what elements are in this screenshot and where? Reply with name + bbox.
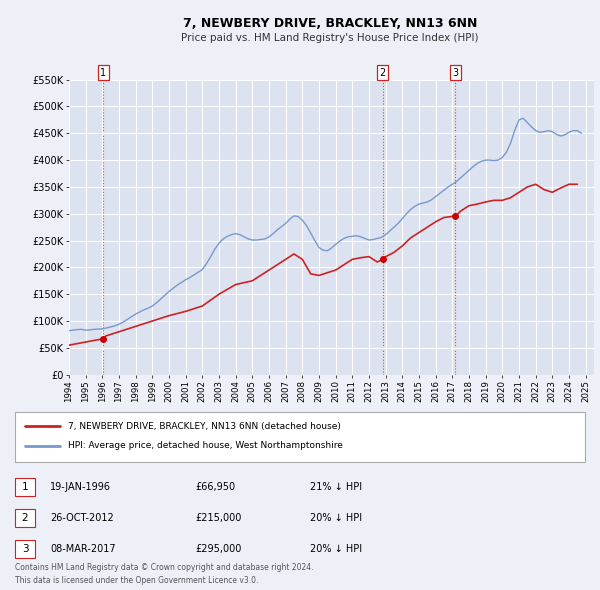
Bar [15,509,35,527]
Bar [15,478,35,496]
Text: HPI: Average price, detached house, West Northamptonshire: HPI: Average price, detached house, West… [68,441,343,450]
Text: 7, NEWBERY DRIVE, BRACKLEY, NN13 6NN: 7, NEWBERY DRIVE, BRACKLEY, NN13 6NN [183,17,477,30]
Text: £66,950: £66,950 [195,482,235,491]
Text: 1: 1 [100,67,106,77]
Text: 3: 3 [452,67,458,77]
Bar [15,540,35,558]
Text: Price paid vs. HM Land Registry's House Price Index (HPI): Price paid vs. HM Land Registry's House … [181,34,479,43]
Text: 19-JAN-1996: 19-JAN-1996 [50,482,111,491]
Text: 26-OCT-2012: 26-OCT-2012 [50,513,114,523]
Text: 08-MAR-2017: 08-MAR-2017 [50,544,116,554]
Bar [15,412,585,463]
Text: 3: 3 [22,544,28,554]
Text: 20% ↓ HPI: 20% ↓ HPI [310,544,362,554]
Text: 20% ↓ HPI: 20% ↓ HPI [310,513,362,523]
Text: 7, NEWBERY DRIVE, BRACKLEY, NN13 6NN (detached house): 7, NEWBERY DRIVE, BRACKLEY, NN13 6NN (de… [68,422,341,431]
Text: 1: 1 [22,482,28,491]
Text: £295,000: £295,000 [195,544,241,554]
Text: 2: 2 [22,513,28,523]
Text: £215,000: £215,000 [195,513,241,523]
Text: 21% ↓ HPI: 21% ↓ HPI [310,482,362,491]
Text: Contains HM Land Registry data © Crown copyright and database right 2024.
This d: Contains HM Land Registry data © Crown c… [15,563,314,585]
Text: 2: 2 [380,67,386,77]
